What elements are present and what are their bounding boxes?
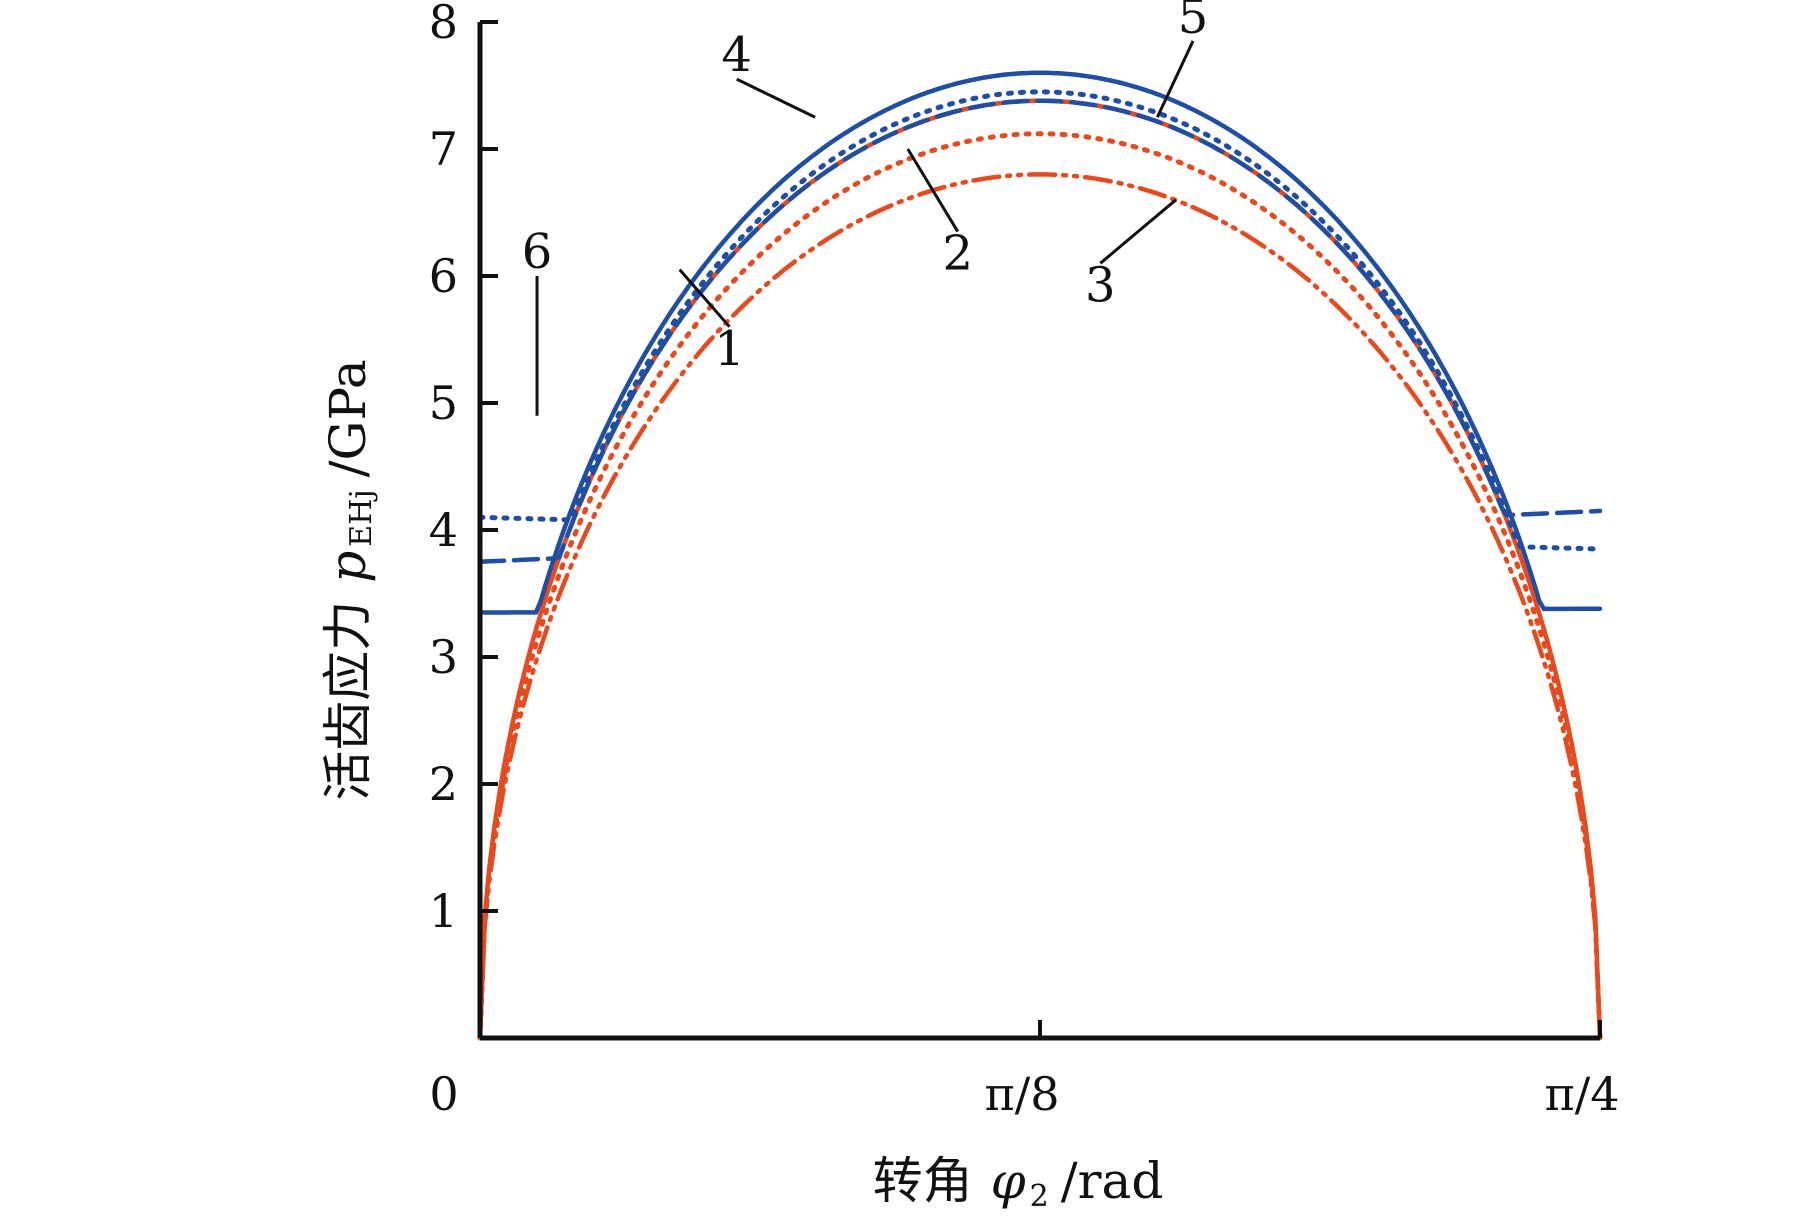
y-tick-label-1: 1	[429, 884, 458, 938]
x-axis-title-unit: /rad	[1061, 1152, 1164, 1210]
x-axis-title-subscript: 2	[1030, 1179, 1049, 1214]
y-axis-title-group: 活齿应力 p EHj /GPa	[319, 359, 379, 800]
series-line-2	[477, 131, 1603, 1041]
y-tick-label-3: 3	[429, 630, 458, 684]
annotation-label-5: 5	[1178, 0, 1209, 45]
y-axis-title-unit: /GPa	[319, 359, 377, 477]
annotation-leader-3	[1099, 198, 1177, 265]
series-line-5	[477, 98, 1603, 565]
x-ticks-group: 0 π/8 π/4	[429, 1020, 1620, 1121]
annotation-label-1: 1	[714, 321, 745, 377]
y-axis-title-prefix: 活齿应力	[319, 601, 377, 801]
x-axis-title-prefix: 转角	[873, 1152, 973, 1210]
series-line-4	[477, 70, 1603, 615]
series-line-6	[477, 89, 1603, 552]
y-ticks-group: 1 2 3 4 5 6 7 8	[429, 0, 498, 938]
y-axis-title-subscript: EHj	[344, 489, 379, 546]
y-tick-label-7: 7	[429, 122, 458, 176]
annotation-leader-5	[1156, 40, 1195, 118]
x-tick-label-2: π/4	[1545, 1067, 1620, 1121]
y-axis-title-symbol: p	[319, 551, 377, 583]
x-tick-label-1: π/8	[985, 1067, 1060, 1121]
y-axis-title: 活齿应力 p EHj /GPa	[319, 359, 379, 800]
x-axis-title-symbol: φ	[991, 1152, 1026, 1210]
y-tick-label-8: 8	[429, 0, 458, 49]
series-line-3	[477, 172, 1603, 1041]
annotation-label-3: 3	[1085, 257, 1116, 313]
x-tick-label-0: 0	[429, 1067, 458, 1121]
annotation-label-6: 6	[522, 224, 553, 280]
y-tick-label-6: 6	[429, 249, 458, 303]
annotation-leader-4	[736, 77, 816, 119]
y-tick-label-2: 2	[429, 757, 458, 811]
annotation-leader-1	[678, 268, 731, 328]
series-line-1	[477, 98, 1603, 1041]
curves-group	[477, 70, 1603, 1041]
y-tick-label-4: 4	[429, 503, 458, 557]
x-axis-title: 转角 φ 2 /rad	[873, 1152, 1164, 1214]
annotation-label-4: 4	[721, 27, 752, 83]
y-tick-label-5: 5	[429, 376, 458, 430]
annotations-group: 1 2 3 4 5 6	[522, 0, 1209, 416]
annotation-label-2: 2	[942, 226, 973, 282]
annotation-leader-2	[906, 148, 960, 233]
